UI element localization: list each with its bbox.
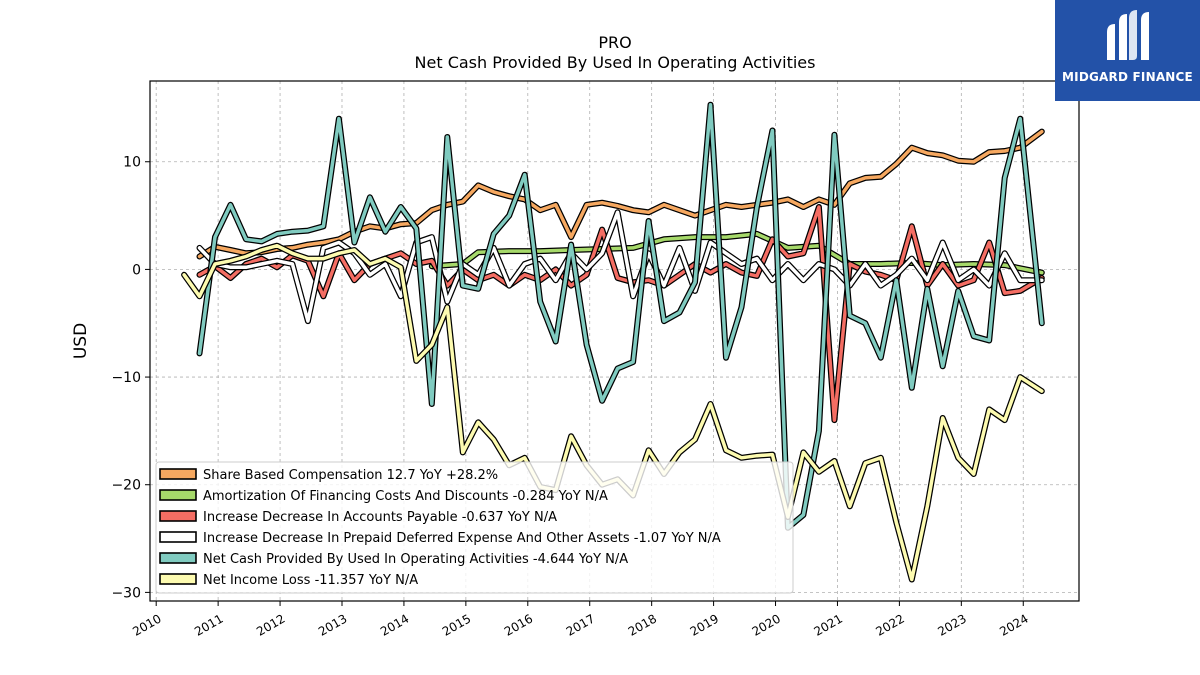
legend-label: Net Income Loss -11.357 YoY N/A — [203, 573, 418, 588]
y-tick-label: −20 — [111, 478, 141, 494]
logo-mark-icon — [1107, 10, 1149, 60]
series-layer — [181, 101, 1045, 583]
legend-label: Net Cash Provided By Used In Operating A… — [203, 552, 628, 567]
y-ticks: −30 −20 −10 0 10 — [111, 155, 150, 601]
chart-title: PRO — [598, 33, 631, 52]
legend-label: Share Based Compensation 12.7 YoY +28.2% — [203, 468, 498, 483]
legend-box — [155, 461, 794, 594]
series-line — [196, 128, 1045, 260]
chart-subtitle: Net Cash Provided By Used In Operating A… — [415, 53, 816, 72]
legend: Share Based Compensation 12.7 YoY +28.2%… — [155, 461, 794, 594]
legend-swatch — [159, 489, 197, 501]
legend-swatch — [159, 510, 197, 522]
series-line — [196, 101, 1045, 531]
legend-swatch — [159, 552, 197, 564]
legend-swatch — [159, 531, 197, 543]
legend-swatch — [159, 468, 197, 480]
plot-frame — [149, 80, 1080, 602]
legend-label: Increase Decrease In Prepaid Deferred Ex… — [203, 531, 721, 546]
series-stroke — [197, 210, 1044, 323]
y-tick-label: −30 — [111, 585, 141, 601]
series-stroke — [197, 129, 1044, 259]
y-tick-label: 10 — [123, 155, 141, 171]
legend-swatch — [159, 573, 197, 585]
legend-label: Amortization Of Financing Costs And Disc… — [203, 489, 608, 504]
y-tick-label: −10 — [111, 370, 141, 386]
series-stroke — [197, 102, 1044, 530]
y-axis-label: USD — [71, 323, 91, 359]
logo-text: MIDGARD FINANCE — [1062, 70, 1193, 84]
y-tick-label: 0 — [132, 262, 141, 278]
legend-label: Increase Decrease In Accounts Payable -0… — [203, 510, 557, 525]
logo: MIDGARD FINANCE — [1055, 0, 1200, 101]
series-line — [196, 209, 1045, 325]
